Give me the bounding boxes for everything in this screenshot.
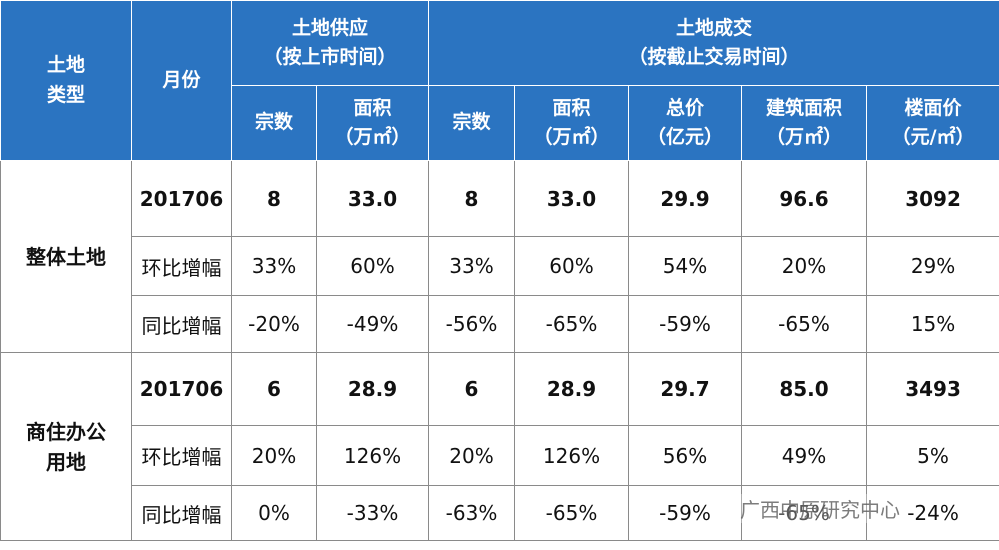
land-type: 商住办公用地: [26, 419, 106, 474]
value-cell: 6: [231, 352, 317, 426]
value-cell: 20%: [428, 425, 516, 486]
value-cell: 33.0: [315, 160, 430, 237]
value-cell: 33%: [428, 236, 516, 296]
value-cell: -49%: [315, 295, 430, 353]
column-header: 总价 （亿元）: [628, 85, 743, 161]
value-cell: 5%: [866, 425, 999, 486]
column-unit: （万㎡）: [766, 126, 843, 148]
value-cell: -59%: [628, 485, 743, 541]
value-cell: 29.9: [628, 160, 743, 237]
column-unit: （元/㎡）: [891, 126, 975, 148]
value-cell: -56%: [428, 295, 516, 353]
value-cell: 3092: [866, 160, 999, 237]
column-header: 宗数: [231, 85, 317, 161]
column-header: 面积 （万㎡）: [315, 85, 430, 161]
column-name: 宗数: [254, 111, 293, 134]
value-cell: -24%: [866, 485, 999, 541]
row-label: 同比增幅: [131, 485, 232, 541]
value-cell: 33%: [231, 236, 317, 296]
row-label: 环比增幅: [131, 236, 232, 296]
value-cell: -59%: [628, 295, 743, 353]
table-row: 环比增幅 20% 126% 20% 126% 56% 49% 5%: [1, 425, 999, 486]
value-cell: 8: [231, 160, 317, 237]
value-cell: 20%: [741, 236, 868, 296]
type-header-cell: 土地类型: [0, 0, 132, 161]
value-cell: 8: [428, 160, 516, 237]
land-type: 整体土地: [26, 244, 106, 269]
table-row: 商住办公用地 201706 6 28.9 6 28.9 29.7 85.0 3493: [0, 352, 999, 541]
value-cell: 0%: [231, 485, 317, 541]
value-cell: 6: [428, 352, 516, 426]
group-header: 土地供应 （按上市时间）: [230, 0, 430, 86]
column-unit: （万㎡）: [334, 126, 411, 148]
value-cell: -63%: [428, 485, 516, 541]
value-cell: -65%: [514, 485, 630, 541]
column-header: 宗数: [428, 85, 516, 161]
value-cell: 20%: [231, 425, 317, 486]
column-name: 面积: [552, 96, 591, 119]
type-cell: 商住办公用地: [0, 352, 132, 541]
row-label: 同比增幅: [131, 295, 232, 353]
column-unit: （万㎡）: [533, 126, 610, 148]
column-header: 建筑面积 （万㎡）: [741, 85, 868, 161]
value-cell: 3493: [866, 352, 999, 426]
watermark: 广西中原研究中心: [740, 494, 900, 523]
value-cell: -65%: [741, 295, 868, 353]
column-header: 面积 （万㎡）: [514, 85, 630, 161]
value-cell: 85.0: [741, 352, 868, 426]
column-name: 楼面价: [904, 96, 962, 119]
column-name: 建筑面积: [766, 96, 843, 119]
row-label: 环比增幅: [131, 425, 232, 486]
value-cell: 126%: [315, 425, 430, 486]
value-cell: 60%: [315, 236, 430, 296]
group-header: 土地成交 （按截止交易时间）: [428, 0, 999, 86]
value-cell: -65%: [741, 485, 868, 541]
column-unit: （亿元）: [647, 126, 724, 148]
type-cell: 整体土地: [0, 160, 132, 353]
value-cell: 15%: [866, 295, 999, 353]
value-cell: 126%: [514, 425, 630, 486]
type-header: 土地类型: [46, 54, 85, 106]
value-cell: 56%: [628, 425, 743, 486]
table-row: 同比增幅 0% -33% -63% -65% -59% -65% -24%: [1, 485, 999, 541]
value-cell: 28.9: [315, 352, 430, 426]
table-row: 同比增幅 -20% -49% -56% -65% -59% -65% 15%: [1, 295, 999, 353]
column-name: 宗数: [452, 111, 491, 134]
group-subtitle: （按上市时间）: [263, 46, 397, 68]
value-cell: 33.0: [514, 160, 630, 237]
value-cell: -20%: [231, 295, 317, 353]
group-title: 土地成交: [676, 16, 753, 39]
value-cell: 29%: [866, 236, 999, 296]
value-cell: -65%: [514, 295, 630, 353]
value-cell: 96.6: [741, 160, 868, 237]
value-cell: 49%: [741, 425, 868, 486]
column-header: 楼面价 （元/㎡）: [866, 85, 999, 161]
row-label: 201706: [131, 352, 232, 426]
column-name: 面积: [353, 96, 392, 119]
table-row: 整体土地 201706 8 33.0 8 33.0 29.9 96.6 3092: [0, 160, 999, 353]
value-cell: 54%: [628, 236, 743, 296]
group-title: 土地供应: [292, 16, 369, 39]
column-name: 总价: [666, 96, 705, 119]
value-cell: -33%: [315, 485, 430, 541]
value-cell: 29.7: [628, 352, 743, 426]
value-cell: 28.9: [514, 352, 630, 426]
value-cell: 60%: [514, 236, 630, 296]
group-subtitle: （按截止交易时间）: [628, 46, 800, 68]
month-header: 月份: [131, 0, 232, 161]
row-label: 201706: [131, 160, 232, 237]
table-row: 环比增幅 33% 60% 33% 60% 54% 20% 29%: [1, 236, 999, 296]
